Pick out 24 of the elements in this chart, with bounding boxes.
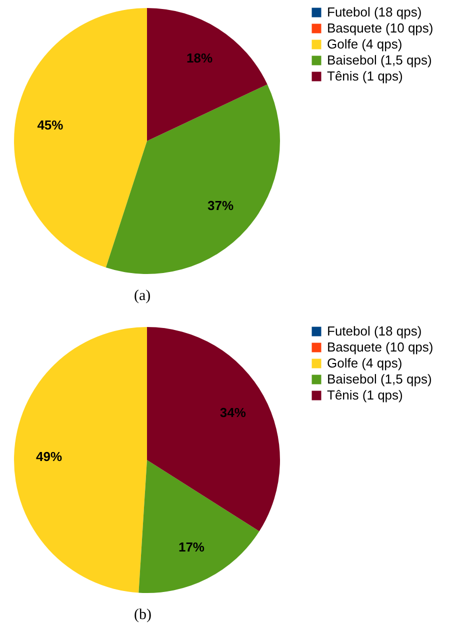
data-label: 34% <box>220 404 246 420</box>
legend-label: Basquete (10 qps) <box>327 340 434 354</box>
legend-label: Futebol (18 qps) <box>327 324 422 338</box>
legend-label: Tênis (1 qps) <box>327 388 403 402</box>
pie-slice <box>138 460 260 593</box>
pie-slice <box>14 8 147 268</box>
pie-slice <box>106 84 280 274</box>
data-label: 49% <box>36 448 62 464</box>
pie-slice <box>14 327 147 593</box>
data-label: 17% <box>178 539 205 554</box>
legend-label: Baisebol (1,5 qps) <box>327 52 432 68</box>
data-label: 18% <box>186 50 213 66</box>
legend-label: Futebol (18 qps) <box>327 4 422 20</box>
data-label: 37% <box>207 198 234 213</box>
legend-label: Tênis (1 qps) <box>327 68 403 84</box>
legend-label: Golfe (4 qps) <box>327 36 402 52</box>
text: (a) <box>134 288 151 304</box>
pie-slice <box>147 8 268 141</box>
legend-label: Baisebol (1,5 qps) <box>327 372 432 386</box>
legend-label: Golfe (4 qps) <box>327 356 402 370</box>
data-label: 45% <box>37 118 64 133</box>
pie-slice <box>147 327 280 532</box>
legend-label: Basquete (10 qps) <box>327 20 434 36</box>
text: (b) <box>134 607 152 623</box>
